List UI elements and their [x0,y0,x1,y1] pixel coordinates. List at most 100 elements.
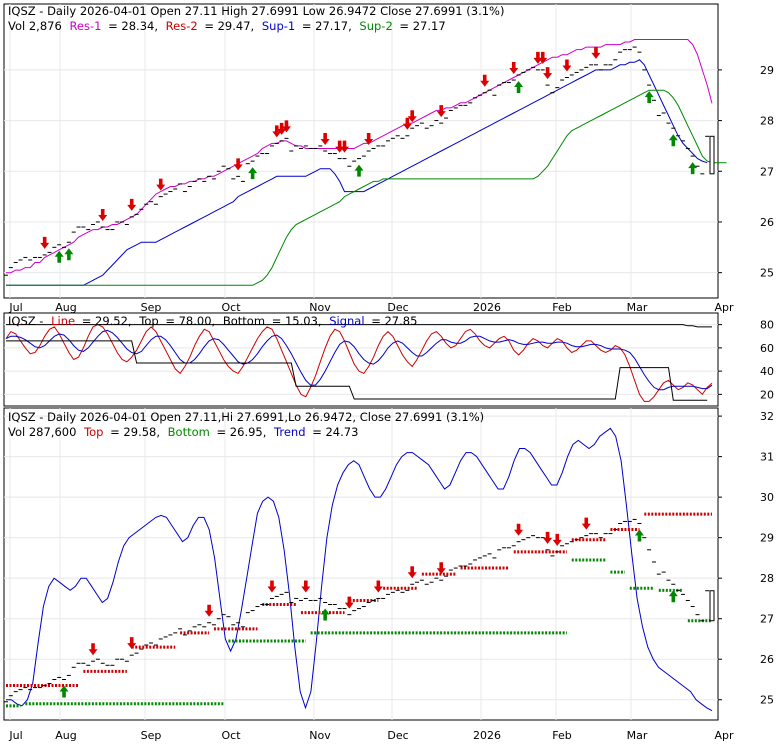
price-sell-arrow [98,209,108,222]
trend-buy-arrow [320,608,330,621]
price-sell-arrow [335,140,345,153]
trend-sell-arrow [267,580,277,593]
price-sell-arrow [480,74,490,87]
trend-x-label-0: Jul [8,729,22,742]
price-panel: 25 26 27 28 29 Jul Aug Sep Oct Nov Dec 2026 Feb Mar A… [3,3,774,314]
price-x-label-7: Feb [552,301,571,314]
trend-y-tick-label-26: 26 [760,653,774,666]
price-y-axis: 25 26 27 28 29 [718,64,774,280]
price-header-line1: IQSZ - Daily 2026-04-01 Open 27.11 High … [8,4,504,18]
trend-sell-arrow [543,531,553,544]
sup1-label: Sup-1 [262,19,295,33]
trend-x-label-5: Dec [387,729,408,742]
price-y-tick-label-27: 27 [760,165,774,178]
price-series-sup-2 [6,89,727,286]
res2-value: = 29.47, [204,19,254,33]
trend-y-axis: 25 26 27 28 29 30 31 32 [718,410,774,707]
price-buy-arrow [64,248,74,261]
trend-trend-label: Trend [273,425,305,439]
price-sell-arrow [320,133,330,145]
price-buy-arrow [54,250,64,263]
price-y-tick-label-29: 29 [760,64,774,77]
osc-top-value: = 78.00, [165,314,215,328]
osc-bottom-value: = 15.03, [272,314,322,328]
trend-buy-arrow [59,685,69,698]
trend-sell-arrow [436,562,446,575]
price-sell-arrow [127,198,137,211]
trend-bottom-label: Bottom [168,425,210,439]
trend-x-label-6: 2026 [473,729,501,742]
price-marks [4,39,727,286]
osc-line-value: = 29.52, [82,314,132,328]
osc-series-signal [5,329,713,391]
price-sell-arrow [156,178,166,191]
osc-series-bottom [6,340,708,401]
price-buy-arrow [354,164,364,177]
price-sell-arrow [272,125,282,138]
price-sell-arrow [277,122,287,135]
sup1-value: = 27.17, [302,19,352,33]
price-y-tick-label-26: 26 [760,216,774,229]
price-sell-arrow [538,51,548,64]
trend-sell-arrow [344,596,354,609]
price-series-sup-1 [6,59,708,286]
osc-y-tick-label-20: 20 [760,388,774,401]
price-x-label-2: Sep [141,301,162,314]
oscillator-marks [5,324,713,402]
price-buy-arrow [688,162,698,175]
sup2-label: Sup-2 [359,19,392,33]
oscillator-y-axis: 20 40 60 80 [718,319,774,401]
price-sell-arrow [339,140,349,153]
trend-header-line1: IQSZ - Daily 2026-04-01 Open 27.11,Hi 27… [8,410,484,424]
trend-top-value: = 29.58, [110,425,160,439]
trend-buy-arrow [668,590,678,603]
trend-sell-arrow [301,580,311,593]
price-sell-arrow [591,46,601,59]
price-x-label-6: 2026 [473,301,501,314]
trend-header-line2: Vol 287,600 Top = 29.58, Bottom = 26.95,… [8,425,358,439]
osc-series-top [6,324,712,328]
res1-value: = 28.34, [108,19,158,33]
price-sell-arrow [543,67,553,80]
osc-y-tick-label-60: 60 [760,342,774,355]
price-sell-arrow [436,105,446,118]
trend-sell-arrow [581,517,591,530]
trend-sell-arrow [204,604,214,617]
price-sell-arrow [281,120,291,133]
price-x-label-5: Dec [387,301,408,314]
trend-buy-arrow [634,529,644,542]
trend-x-label-8: Mar [627,729,648,742]
trend-sell-arrow [127,637,137,650]
price-plot-frame [3,3,719,299]
price-x-label-1: Aug [55,301,76,314]
trend-x-label-7: Feb [552,729,571,742]
trend-top-label: Top [83,425,103,439]
trend-panel: 25 26 27 28 29 30 31 32 Jul Aug Sep Oct Nov Dec 2026 F… [3,407,774,742]
osc-y-tick-label-80: 80 [760,319,774,332]
trend-sell-arrow [514,523,524,536]
trend-plot-frame [3,407,719,721]
sup2-value: = 27.17 [399,19,445,33]
osc-bottom-label: Bottom [223,314,265,328]
price-buy-arrow [644,91,654,104]
price-x-label-0: Jul [8,301,22,314]
trend-sell-arrow [88,643,98,656]
res1-label: Res-1 [69,19,101,33]
trend-x-label-2: Sep [141,729,162,742]
trend-sell-arrow [373,580,383,593]
price-x-label-4: Nov [309,301,331,314]
price-sell-arrow [533,51,543,64]
price-last-candle [709,135,715,175]
oscillator-header: IQSZ - Line = 29.52, Top = 78.00, Bottom… [8,314,417,328]
price-x-axis: Jul Aug Sep Oct Nov Dec 2026 Feb Mar Apr [8,301,734,314]
trend-x-label-1: Aug [55,729,76,742]
price-sell-arrow [562,59,572,72]
trend-y-tick-label-32: 32 [760,410,774,423]
price-x-label-8: Mar [627,301,648,314]
price-sell-arrow [509,62,519,75]
price-header-vol: Vol 2,876 [8,19,62,33]
trend-x-axis: Jul Aug Sep Oct Nov Dec 2026 Feb Mar Apr [8,729,734,742]
trend-y-tick-label-29: 29 [760,532,774,545]
res2-label: Res-2 [166,19,198,33]
